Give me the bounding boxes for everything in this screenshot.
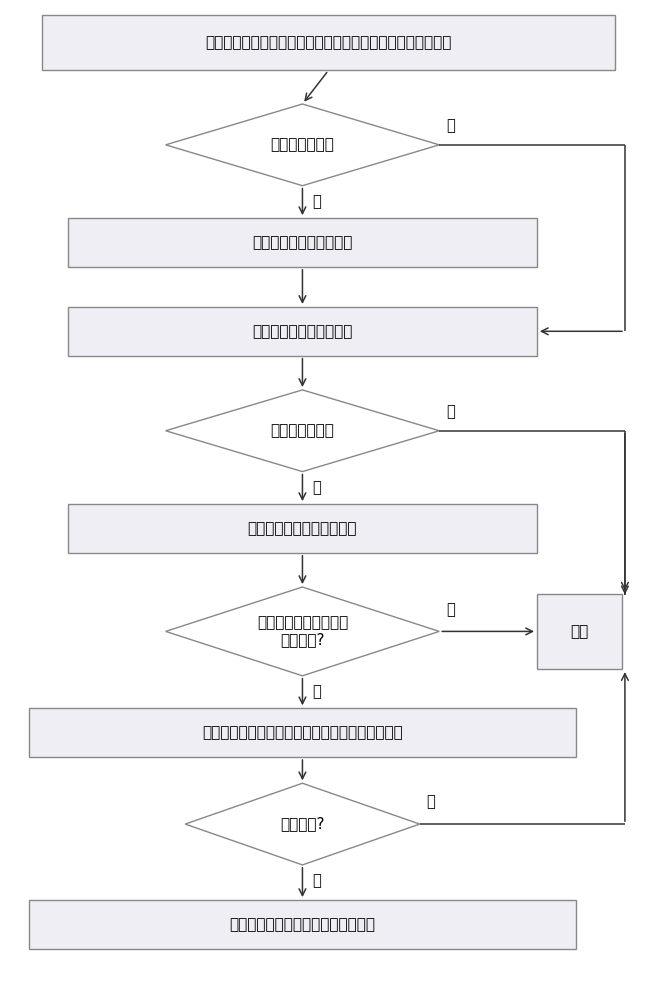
- FancyBboxPatch shape: [29, 900, 576, 949]
- Polygon shape: [166, 390, 440, 472]
- Text: 是: 是: [312, 684, 321, 699]
- FancyBboxPatch shape: [68, 504, 537, 553]
- FancyBboxPatch shape: [42, 15, 615, 70]
- Text: 指定的视觉要素变化量
大于阈值?: 指定的视觉要素变化量 大于阈值?: [257, 615, 348, 648]
- Text: 将分析结果作为应用标签存入数据库: 将分析结果作为应用标签存入数据库: [229, 917, 375, 932]
- Text: 获取视频帧的视觉信息，匹配预定的应用分析规则: 获取视频帧的视觉信息，匹配预定的应用分析规则: [202, 725, 403, 740]
- Text: 否: 否: [445, 602, 455, 617]
- Text: 否: 否: [426, 794, 435, 809]
- Text: 前端编码设备在编码过程中获取视频帧的视觉信息与流量信息: 前端编码设备在编码过程中获取视频帧的视觉信息与流量信息: [205, 35, 451, 50]
- Text: 结束: 结束: [570, 624, 589, 639]
- Text: 是: 是: [312, 194, 321, 209]
- Polygon shape: [185, 783, 420, 865]
- Text: 携带视频信息标: 携带视频信息标: [271, 423, 334, 438]
- Text: 匹配成功?: 匹配成功?: [280, 817, 325, 832]
- Text: 是: 是: [312, 480, 321, 495]
- FancyBboxPatch shape: [68, 218, 537, 267]
- Text: 视频帧打上视频信息标签: 视频帧打上视频信息标签: [252, 235, 353, 250]
- Polygon shape: [166, 104, 440, 186]
- Text: 符合预定的条件: 符合预定的条件: [271, 137, 334, 152]
- Text: 将视频信息标签存储数据库: 将视频信息标签存储数据库: [248, 521, 357, 536]
- FancyBboxPatch shape: [537, 594, 622, 669]
- FancyBboxPatch shape: [29, 708, 576, 757]
- Text: 否: 否: [445, 404, 455, 419]
- Text: 是: 是: [312, 873, 321, 888]
- Text: 视频帧发给中央处理单元: 视频帧发给中央处理单元: [252, 324, 353, 339]
- Text: 否: 否: [445, 118, 455, 133]
- FancyBboxPatch shape: [68, 307, 537, 356]
- Polygon shape: [166, 587, 440, 676]
